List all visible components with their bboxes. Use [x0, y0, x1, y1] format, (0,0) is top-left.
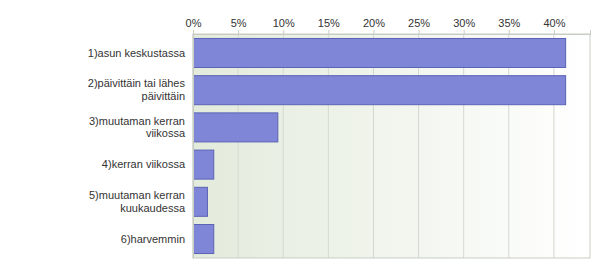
tick: 0% — [186, 17, 202, 34]
tick: 35% — [498, 17, 520, 34]
tick: 40% — [543, 17, 565, 34]
bar — [193, 150, 214, 179]
label-line: 4)kerran viikossa — [102, 158, 186, 170]
category-label: 6)harvemmin — [121, 233, 185, 245]
tick-mark — [283, 30, 284, 34]
tick-mark — [193, 30, 194, 34]
label-line: 3)muutaman kerran — [89, 115, 185, 127]
label-line: viikossa — [146, 127, 186, 139]
bar — [193, 187, 207, 216]
tick: 3)muutaman kerranviikossa — [89, 115, 193, 140]
bar — [193, 76, 566, 105]
plot-frame — [193, 34, 590, 258]
tick: 5% — [231, 17, 247, 34]
tick: 2)päivittäin tai lähespäivittäin — [88, 77, 193, 102]
tick-label: 5% — [231, 17, 247, 29]
tick-mark — [464, 30, 465, 34]
category-label: 1)asun keskustassa — [88, 46, 186, 58]
tick: 6)harvemmin — [121, 233, 193, 245]
tick-label: 10% — [273, 17, 295, 29]
tick: 1)asun keskustassa — [88, 46, 193, 58]
category-label: 4)kerran viikossa — [102, 158, 186, 170]
tick: 10% — [273, 17, 295, 34]
label-line: 5)muutaman kerran — [89, 189, 185, 201]
tick-label: 15% — [318, 17, 340, 29]
chart: 0% 5% 10% 15% 20% 25% 30% 35% 40% 1)asun keskusta… — [0, 0, 600, 262]
bar — [193, 225, 214, 254]
bar — [193, 38, 566, 67]
tick-mark — [509, 30, 510, 34]
tick-label: 25% — [408, 17, 430, 29]
tick-label: 20% — [363, 17, 385, 29]
bar — [193, 113, 278, 142]
tick-mark — [328, 30, 329, 34]
axis-line — [194, 30, 591, 35]
tick-mark — [419, 30, 420, 34]
axis-line — [193, 35, 194, 259]
tick-mark — [554, 30, 555, 34]
bars — [193, 38, 566, 253]
tick-label: 40% — [543, 17, 565, 29]
tick-mark — [373, 30, 374, 34]
category-label: 3)muutaman kerranviikossa — [89, 115, 186, 140]
label-line: 1)asun keskustassa — [88, 46, 186, 58]
tick-label: 0% — [186, 17, 202, 29]
label-line: kuukaudessa — [120, 202, 186, 214]
plot: 0% 5% 10% 15% 20% 25% 30% 35% 40% 1)asun keskusta… — [88, 17, 591, 259]
category-label: 2)päivittäin tai lähespäivittäin — [88, 77, 186, 102]
tick-label: 30% — [453, 17, 475, 29]
category-label: 5)muutaman kerrankuukaudessa — [89, 189, 186, 214]
tick: 30% — [453, 17, 475, 34]
tick-mark — [238, 30, 239, 34]
tick: 15% — [318, 17, 340, 34]
plot-background — [193, 34, 590, 258]
tick: 20% — [363, 17, 385, 34]
tick-label: 35% — [498, 17, 520, 29]
label-line: 6)harvemmin — [121, 233, 185, 245]
tick: 4)kerran viikossa — [102, 158, 193, 170]
y-axis: 1)asun keskustassa 2)päivittäin tai lähes… — [88, 35, 194, 259]
label-line: 2)päivittäin tai lähes — [88, 77, 186, 89]
x-axis: 0% 5% 10% 15% 20% 25% 30% 35% 40% — [186, 17, 591, 35]
tick: 5)muutaman kerrankuukaudessa — [89, 189, 193, 214]
tick: 25% — [408, 17, 430, 34]
label-line: päivittäin — [142, 90, 185, 102]
